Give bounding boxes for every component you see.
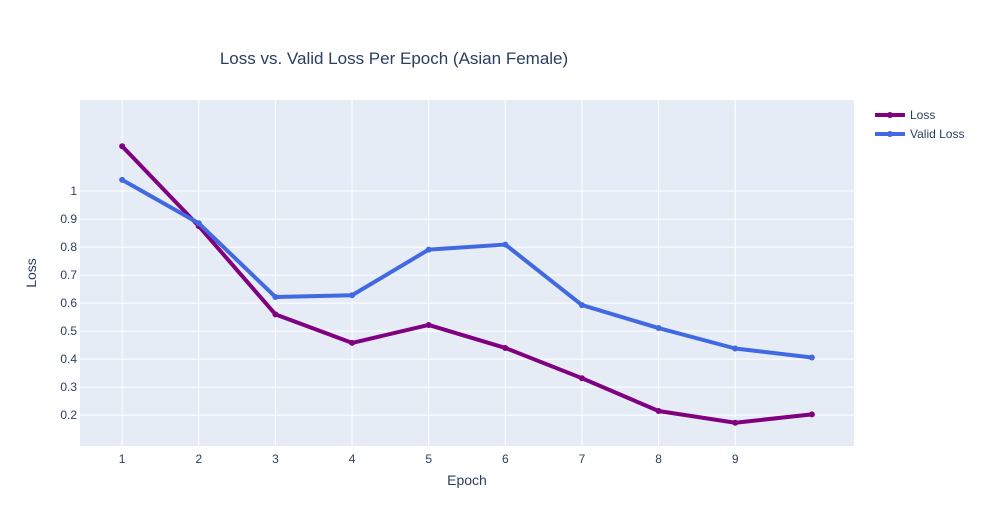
y-tick-label: 0.4 <box>60 352 77 366</box>
legend-item-valid-loss[interactable]: Valid Loss <box>875 127 964 141</box>
series-line-loss <box>120 144 813 425</box>
data-point-valid-loss <box>425 246 432 253</box>
data-point-loss <box>119 143 126 150</box>
data-point-valid-loss <box>808 354 815 361</box>
y-tick-label: 0.3 <box>60 380 77 394</box>
data-point-loss <box>732 419 739 426</box>
data-point-valid-loss <box>195 220 202 227</box>
legend-marker <box>887 131 893 137</box>
y-tick-labels: 0.2 0.3 0.4 0.5 0.6 0.7 0.8 0.9 1 <box>60 184 77 422</box>
legend[interactable]: Loss Valid Loss <box>875 108 964 141</box>
y-tick-label: 0.7 <box>60 268 77 282</box>
data-point-loss <box>272 311 279 318</box>
x-tick-label: 8 <box>655 452 662 466</box>
legend-label: Loss <box>910 108 935 122</box>
series-loss <box>119 143 815 426</box>
y-tick-label: 0.8 <box>60 240 77 254</box>
data-point-valid-loss <box>272 293 279 300</box>
data-point-loss <box>349 339 356 346</box>
legend-item-loss[interactable]: Loss <box>875 108 935 122</box>
x-tick-label: 4 <box>349 452 356 466</box>
data-point-loss <box>655 407 662 414</box>
y-tick-label: 0.5 <box>60 324 77 338</box>
x-tick-label: 3 <box>272 452 279 466</box>
plot-area <box>80 100 854 446</box>
data-point-valid-loss <box>349 292 356 299</box>
data-point-valid-loss <box>502 241 509 248</box>
x-tick-label: 9 <box>732 452 739 466</box>
y-axis-title: Loss <box>23 258 39 288</box>
data-point-loss <box>502 344 509 351</box>
data-point-valid-loss <box>119 176 126 183</box>
legend-marker <box>887 112 893 118</box>
x-axis-title: Epoch <box>447 472 487 488</box>
x-tick-label: 6 <box>502 452 509 466</box>
series-valid-loss <box>119 176 815 361</box>
x-tick-label: 1 <box>119 452 126 466</box>
x-tick-labels: 1 2 3 4 5 6 7 8 9 <box>119 452 739 466</box>
x-tick-label: 2 <box>195 452 202 466</box>
x-gridlines <box>121 100 736 446</box>
y-gridlines <box>80 190 854 416</box>
chart-title: Loss vs. Valid Loss Per Epoch (Asian Fem… <box>220 49 568 68</box>
y-tick-label: 1 <box>70 184 77 198</box>
data-point-loss <box>425 321 432 328</box>
data-point-loss <box>578 375 585 382</box>
x-tick-label: 7 <box>579 452 586 466</box>
legend-label: Valid Loss <box>910 127 964 141</box>
y-tick-label: 0.9 <box>60 212 77 226</box>
series-line-valid-loss <box>121 178 813 360</box>
data-point-valid-loss <box>578 302 585 309</box>
series-layer <box>119 143 815 426</box>
data-point-valid-loss <box>655 325 662 332</box>
y-tick-label: 0.2 <box>60 408 77 422</box>
data-point-valid-loss <box>732 345 739 352</box>
data-point-loss <box>808 411 815 418</box>
x-tick-label: 5 <box>425 452 432 466</box>
y-tick-label: 0.6 <box>60 296 77 310</box>
